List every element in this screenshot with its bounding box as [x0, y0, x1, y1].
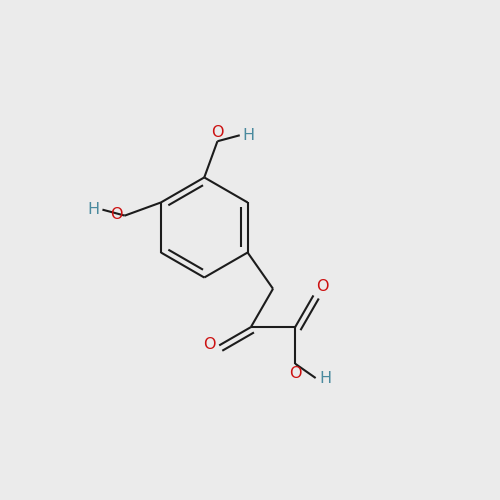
Text: O: O — [316, 278, 329, 293]
Text: O: O — [211, 124, 224, 140]
Text: O: O — [203, 337, 215, 352]
Text: O: O — [110, 208, 123, 222]
Text: H: H — [87, 202, 100, 217]
Text: H: H — [243, 128, 255, 143]
Text: O: O — [289, 366, 302, 380]
Text: H: H — [320, 370, 332, 386]
